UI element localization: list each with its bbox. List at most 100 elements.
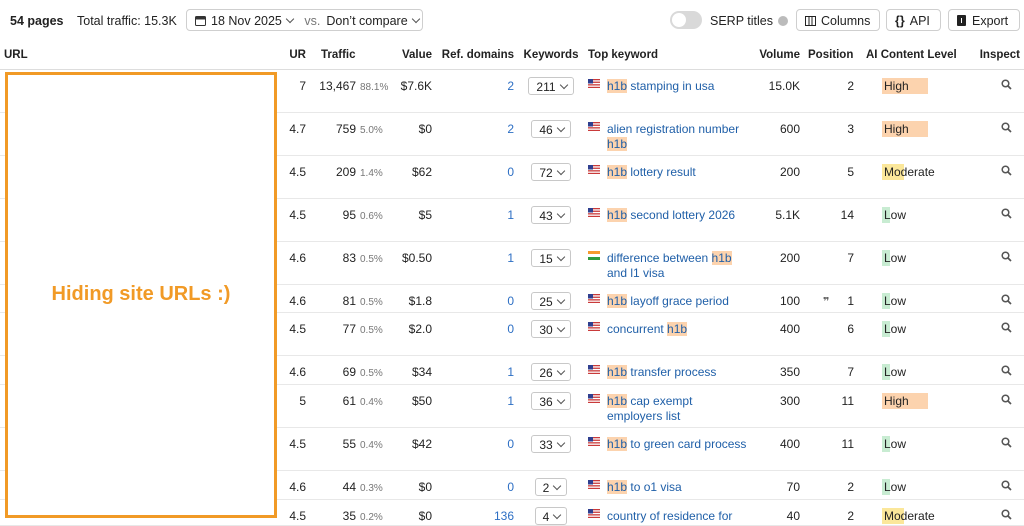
top-keyword[interactable]: alien registration number h1b [607,122,747,152]
keyword-part: cap exempt employers list [607,394,693,423]
column-header[interactable]: Ref. domains [436,41,518,70]
inspect-icon[interactable] [1001,509,1012,520]
inspect-icon[interactable] [1001,437,1012,448]
keywords-cell: 4 [518,499,584,526]
keywords-cell-content: 46 [522,113,580,138]
top-keyword[interactable]: h1b cap exempt employers list [607,394,747,424]
inspect-icon[interactable] [1001,79,1012,90]
keywords-dropdown[interactable]: 211 [528,77,574,95]
chevron [556,166,565,176]
column-header[interactable]: Volume [752,41,804,70]
column-header[interactable]: URL [0,41,280,70]
traffic: 77 [342,322,356,336]
keywords-dropdown[interactable]: 15 [531,249,571,267]
value-cell-content: $0.50 [394,242,432,266]
ref-domains[interactable]: 2 [507,122,514,136]
calendar-icon [195,16,206,26]
top-keyword[interactable]: h1b layoff grace period [607,294,747,309]
ref-domains[interactable]: 1 [507,394,514,408]
top-keyword[interactable]: difference between h1b and l1 visa [607,251,747,281]
date-picker[interactable]: 18 Nov 2025 vs. Don’t compare [186,9,423,31]
keywords-dropdown[interactable]: 72 [531,163,571,181]
top-keyword[interactable]: h1b second lottery 2026 [607,208,747,223]
ref-cell-content: 2 [440,113,514,137]
value: $0 [418,122,432,136]
ref-cell: 1 [436,384,518,428]
keywords-count: 46 [539,123,553,137]
keywords-dropdown[interactable]: 46 [531,120,571,138]
keywords-dropdown[interactable]: 33 [531,435,571,453]
volume: 15.0K [768,79,800,93]
traffic: 95 [342,208,356,222]
ref-domains[interactable]: 2 [507,79,514,93]
inspect-icon[interactable] [1001,480,1012,491]
keywords-dropdown[interactable]: 26 [531,363,571,381]
ai-bar [882,121,928,137]
column-header[interactable]: Position [804,41,862,70]
top-keyword[interactable]: h1b lottery result [607,165,747,180]
api-button[interactable]: {} API [886,9,941,31]
value: $42 [411,437,432,451]
volume: 200 [779,165,800,179]
volume: 400 [779,322,800,336]
column-header[interactable]: Traffic [310,41,390,70]
column-header[interactable]: Keywords [518,41,584,70]
keywords-dropdown[interactable]: 43 [531,206,571,224]
column-header[interactable]: Inspect [975,41,1024,70]
ref-domains[interactable]: 0 [507,294,514,308]
traffic-cell-content: 77 0.5% [314,313,386,338]
column-header[interactable]: Top keyword [584,41,752,70]
keywords-dropdown[interactable]: 2 [534,478,568,496]
ref-domains[interactable]: 136 [493,509,514,523]
ref-domains[interactable]: 0 [507,480,514,494]
keyword-part: h1b [607,437,628,451]
inspect-icon[interactable] [1001,322,1012,333]
ai-label: High [884,394,909,408]
top-keyword[interactable]: country of residence for [607,509,747,524]
serp-toggle[interactable] [670,11,702,29]
ai-level: Moderate [882,508,935,524]
ref-domains[interactable]: 0 [507,437,514,451]
ai-level: Low [882,364,906,380]
top-keyword[interactable]: h1b stamping in usa [607,79,747,94]
inspect-icon[interactable] [1001,251,1012,262]
top-keyword[interactable]: h1b to o1 visa [607,480,747,495]
value-cell: $42 [390,427,436,471]
position-cell-content: 11 [808,428,858,452]
column-header[interactable]: AI Content Level [862,41,975,70]
keywords-count: 36 [539,395,553,409]
column-header[interactable]: UR [280,41,310,70]
inspect-icon[interactable] [1001,122,1012,133]
inspect-icon[interactable] [1001,165,1012,176]
traffic-cell-content: 35 0.2% [314,500,386,525]
page-count: 54 pages [10,14,64,28]
inspect-cell [975,198,1024,242]
ur-cell-content: 4.6 [284,285,306,309]
ai-cell-content: Low [882,242,971,266]
top-keyword[interactable]: h1b transfer process [607,365,747,380]
inspect-icon[interactable] [1001,365,1012,376]
top-keyword[interactable]: concurrent h1b [607,322,747,337]
keywords-dropdown[interactable]: 30 [531,320,571,338]
ref-domains[interactable]: 0 [507,165,514,179]
inspect-icon[interactable] [1001,294,1012,305]
ur: 4.5 [289,208,306,222]
inspect-icon[interactable] [1001,208,1012,219]
columns-button[interactable]: Columns [796,9,880,31]
value: $0 [418,480,432,494]
keywords-dropdown[interactable]: 36 [531,392,571,410]
ref-domains[interactable]: 1 [507,365,514,379]
ref-domains[interactable]: 1 [507,251,514,265]
top-keyword[interactable]: h1b to green card process [607,437,747,452]
keywords-dropdown[interactable]: 4 [534,507,568,525]
export-button[interactable]: Export [948,9,1020,31]
keywords-dropdown[interactable]: 25 [531,292,571,310]
position-cell: ❞ 1 [804,284,862,313]
position: 3 [847,122,854,136]
volume-cell-content: 200 [756,242,800,266]
inspect-icon[interactable] [1001,394,1012,405]
ref-domains[interactable]: 1 [507,208,514,222]
ref-domains[interactable]: 0 [507,322,514,336]
column-header[interactable]: Value [390,41,436,70]
volume: 5.1K [775,208,800,222]
